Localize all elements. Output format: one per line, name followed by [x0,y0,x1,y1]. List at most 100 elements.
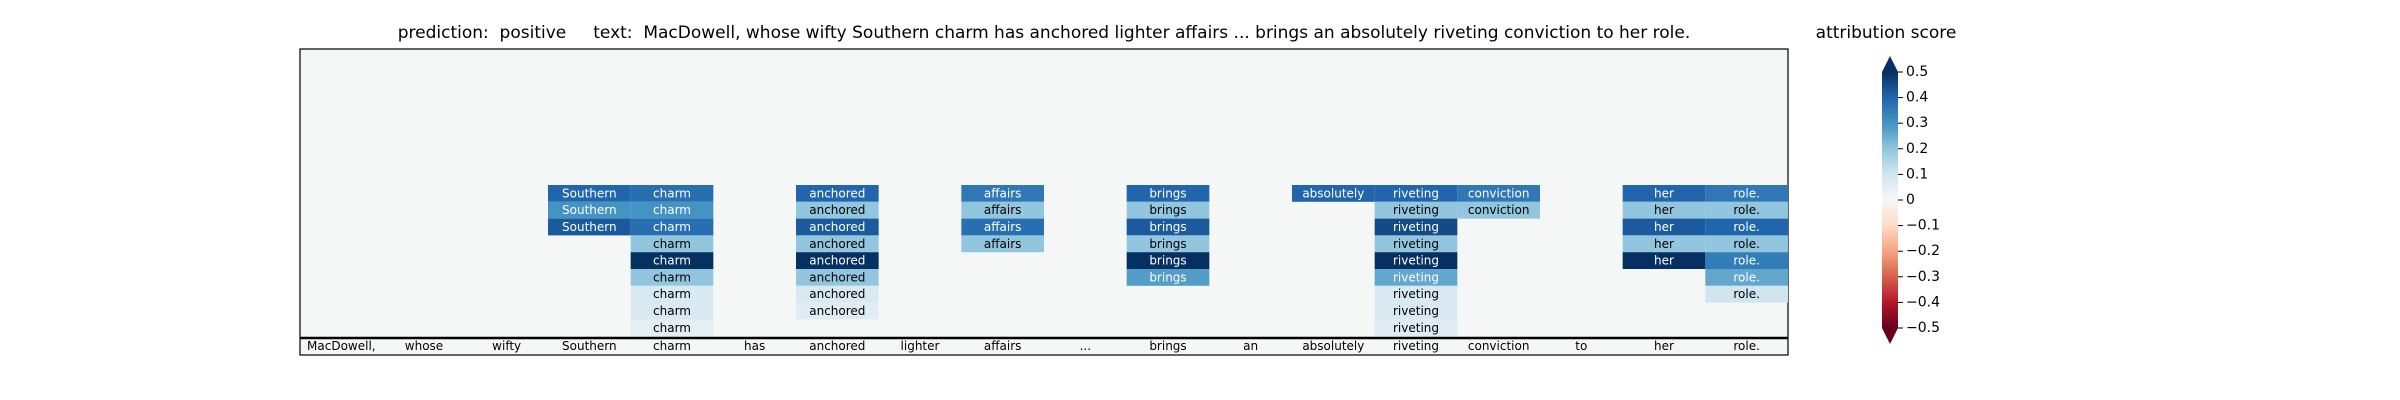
attribution-cell [548,218,631,236]
attribution-cell [1705,285,1788,303]
colorbar-tick-label: −0.2 [1906,243,1940,259]
cell-token: anchored [809,203,865,217]
attribution-cell [630,218,714,236]
attribution-cell [961,201,1044,219]
colorbar-tick-label: 0 [1906,192,1915,208]
cell-token: brings [1149,254,1186,268]
cell-token: riveting [1393,270,1439,284]
token-label: has [744,339,765,353]
attribution-cell [1374,235,1458,253]
attribution-cell [1374,185,1458,202]
cell-token: charm [653,237,691,251]
attribution-cell [1457,185,1540,202]
cell-token: anchored [809,254,865,268]
attribution-cell [630,185,714,202]
attribution-cell [548,185,631,202]
attribution-cell [1374,218,1458,236]
cell-token: charm [653,203,691,217]
token-label: ... [1080,339,1091,353]
cell-token: her [1654,203,1674,217]
cell-token: charm [653,270,691,284]
attribution-cell [548,201,631,219]
cell-token: conviction [1468,203,1530,217]
cell-token: Southern [562,186,617,200]
attribution-cell [1374,252,1458,269]
cell-token: riveting [1393,287,1439,301]
attribution-cell [1126,218,1210,236]
colorbar-tick-label: −0.1 [1906,218,1940,234]
cell-token: brings [1149,220,1186,234]
cell-token: anchored [809,304,865,318]
token-label: MacDowell, [307,339,376,353]
colorbar-tick-label: 0.4 [1906,90,1928,106]
token-label: anchored [809,339,865,353]
cell-token: riveting [1393,304,1439,318]
cell-token: affairs [984,237,1022,251]
cell-token: charm [653,321,691,335]
token-label: brings [1149,339,1186,353]
cell-token: affairs [984,220,1022,234]
cell-token: riveting [1393,254,1439,268]
attribution-cell [961,235,1044,253]
cell-token: charm [653,304,691,318]
token-label: whose [405,339,443,353]
attribution-cell [796,269,879,286]
cell-token: role. [1733,270,1760,284]
attribution-cell [1126,201,1210,219]
attribution-cell [1374,319,1458,337]
cell-token: role. [1733,186,1760,200]
cell-token: Southern [562,203,617,217]
cell-token: charm [653,220,691,234]
attribution-cell [1457,201,1540,219]
attribution-cell [1622,185,1706,202]
attribution-cell [796,285,879,303]
attribution-cell [1374,201,1458,219]
token-label: riveting [1393,339,1439,353]
attribution-cell [1374,302,1458,320]
attribution-cell [1622,252,1706,269]
cell-token: role. [1733,287,1760,301]
token-label: wifty [492,339,521,353]
attribution-cell [630,302,714,320]
cell-token: riveting [1393,186,1439,200]
cell-token: brings [1149,203,1186,217]
token-label: conviction [1468,339,1530,353]
attribution-cell [796,218,879,236]
cell-token: charm [653,186,691,200]
attribution-cell [630,319,714,337]
cell-token: role. [1733,237,1760,251]
colorbar-tick-label: 0.1 [1906,166,1928,182]
token-label: charm [653,339,691,353]
cell-token: anchored [809,270,865,284]
cell-token: anchored [809,237,865,251]
cell-token: riveting [1393,237,1439,251]
attribution-cell [1126,185,1210,202]
cell-token: anchored [809,186,865,200]
cell-token: riveting [1393,321,1439,335]
colorbar-tick-label: 0.2 [1906,141,1928,157]
attribution-cell [630,201,714,219]
cell-token: role. [1733,220,1760,234]
attribution-cell [1705,201,1788,219]
cell-token: charm [653,287,691,301]
cell-token: absolutely [1302,186,1364,200]
colorbar-tick-label: 0.5 [1906,64,1928,80]
attribution-cell [1622,218,1706,236]
colorbar-title: attribution score [1816,23,1957,43]
colorbar [1882,72,1898,328]
cell-token: anchored [809,287,865,301]
attribution-cell [1374,269,1458,286]
token-label: to [1575,339,1587,353]
cell-token: role. [1733,203,1760,217]
attribution-cell [796,235,879,253]
cell-token: riveting [1393,203,1439,217]
attribution-cell [1126,252,1210,269]
chart-title: prediction: positive text: MacDowell, wh… [398,23,1691,43]
cell-token: anchored [809,220,865,234]
token-label: Southern [562,339,617,353]
colorbar-tick-label: 0.3 [1906,115,1928,131]
attribution-cell [1705,218,1788,236]
attribution-cell [1705,235,1788,253]
attribution-cell [796,302,879,320]
cell-token: her [1654,220,1674,234]
